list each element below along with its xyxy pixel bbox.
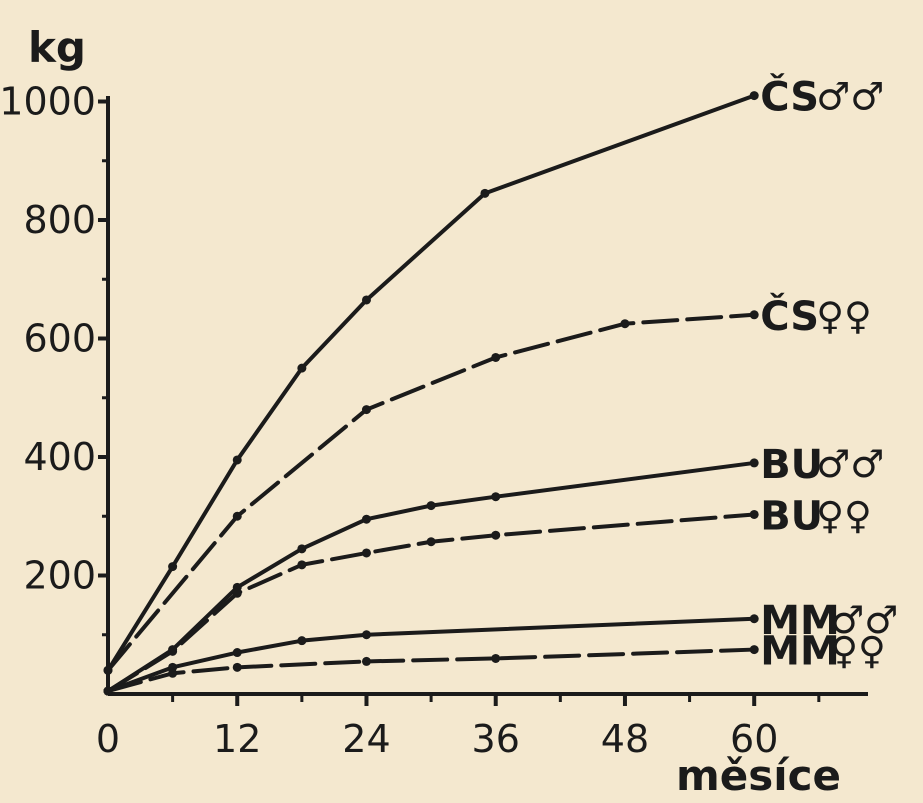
- series-label: MM: [760, 629, 840, 675]
- series-čs-females: ČS♀♀: [103, 292, 872, 675]
- y-tick-label: 400: [23, 435, 96, 479]
- series-line: [106, 460, 757, 694]
- y-tick-label: 800: [23, 198, 96, 242]
- data-point: [480, 188, 490, 198]
- female-symbol-icon: ♀♀: [816, 493, 872, 537]
- series-line: [106, 312, 757, 673]
- x-tick-label: 60: [730, 717, 778, 761]
- x-tick-label: 48: [601, 717, 649, 761]
- female-symbol-icon: ♀♀: [816, 294, 872, 338]
- data-point: [361, 656, 371, 666]
- data-point: [491, 530, 501, 540]
- data-point: [297, 636, 307, 646]
- series-layer: ČS♂♂ČS♀♀BU♂♂BU♀♀MM♂♂MM♀♀: [103, 73, 898, 696]
- data-point: [361, 548, 371, 558]
- data-point: [361, 630, 371, 640]
- series-label: BU: [760, 442, 823, 488]
- male-symbol-icon: ♂♂: [816, 442, 884, 486]
- series-label: ČS: [760, 73, 819, 121]
- data-point: [297, 560, 307, 570]
- data-point: [749, 614, 759, 624]
- data-point: [103, 665, 113, 675]
- series-line: [106, 616, 757, 694]
- data-point: [749, 310, 759, 320]
- series-mm-females: MM♀♀: [103, 629, 886, 696]
- series-label: MM: [760, 598, 840, 644]
- data-point: [361, 405, 371, 415]
- series-čs-males: ČS♂♂: [103, 73, 884, 675]
- male-symbol-icon: ♂♂: [830, 598, 898, 642]
- data-point: [232, 455, 242, 465]
- data-point: [232, 648, 242, 658]
- male-symbol-icon: ♂♂: [816, 75, 884, 119]
- data-point: [620, 319, 630, 329]
- y-tick-label: 1000: [0, 80, 96, 124]
- data-point: [168, 646, 178, 656]
- data-point: [103, 686, 113, 696]
- data-point: [168, 562, 178, 572]
- x-tick-label: 36: [472, 717, 520, 761]
- data-point: [426, 501, 436, 511]
- y-tick-label: 200: [23, 554, 96, 598]
- series-line: [106, 647, 757, 694]
- series-label: BU: [760, 493, 823, 539]
- female-symbol-icon: ♀♀: [830, 629, 886, 673]
- data-point: [361, 295, 371, 305]
- data-point: [361, 514, 371, 524]
- x-tick-label: 24: [342, 717, 390, 761]
- y-tick-label: 600: [23, 317, 96, 361]
- data-point: [297, 544, 307, 554]
- data-point: [749, 509, 759, 519]
- series-bu-females: BU♀♀: [103, 493, 872, 696]
- data-point: [491, 352, 501, 362]
- data-point: [232, 588, 242, 598]
- data-point: [749, 91, 759, 101]
- series-bu-males: BU♂♂: [103, 442, 884, 696]
- data-point: [491, 492, 501, 502]
- axes: 200 400 600 800 1000 0 12 24 36 48 60: [0, 80, 868, 761]
- data-point: [491, 653, 501, 663]
- data-point: [168, 668, 178, 678]
- series-line: [106, 512, 757, 694]
- data-point: [426, 537, 436, 547]
- x-tick-label: 12: [213, 717, 261, 761]
- data-point: [749, 458, 759, 468]
- data-point: [232, 511, 242, 521]
- data-point: [232, 662, 242, 672]
- x-tick-label: 0: [96, 717, 120, 761]
- x-axis-label: měsíce: [676, 751, 841, 800]
- data-point: [749, 645, 759, 655]
- data-point: [297, 363, 307, 373]
- series-label: ČS: [760, 292, 819, 340]
- y-axis-label: kg: [28, 23, 86, 72]
